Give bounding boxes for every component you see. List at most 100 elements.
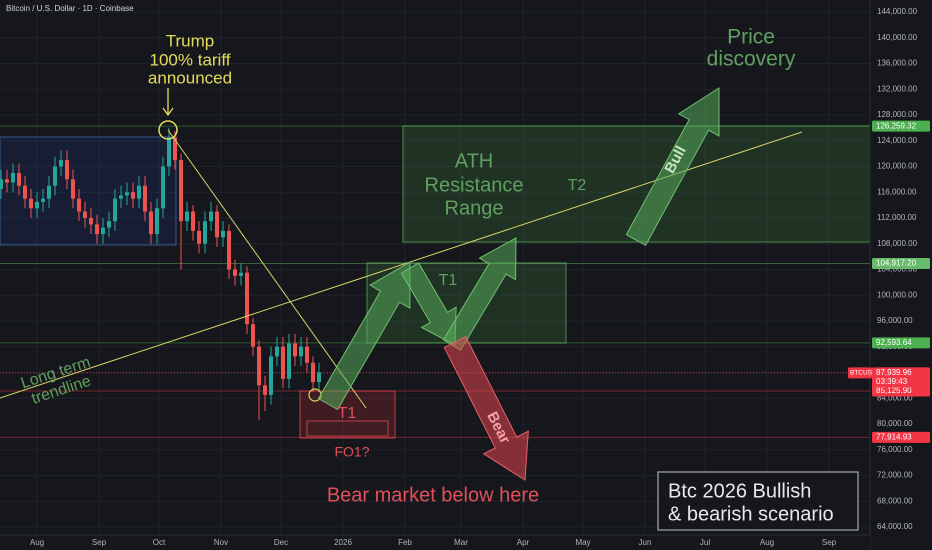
bear-arrow (443, 335, 529, 481)
x-tick-label: Aug (760, 538, 774, 547)
candle-body (191, 211, 195, 231)
price-tag (872, 385, 930, 397)
candle-body (221, 230, 225, 238)
y-tick-label: 140,000.00 (877, 33, 918, 42)
candle-body (209, 211, 213, 222)
candle-body (257, 346, 261, 386)
bull-arrow (625, 87, 720, 246)
candle-body (11, 172, 15, 183)
y-tick-label: 132,000.00 (877, 84, 918, 93)
y-tick-label: 124,000.00 (877, 136, 918, 145)
annotation: Bear market below here (327, 484, 539, 506)
candle-body (215, 211, 219, 238)
candle-body (23, 185, 27, 199)
y-tick-label: 112,000.00 (877, 213, 917, 222)
bull-arrow (442, 237, 517, 351)
candle-body (119, 195, 123, 199)
annotation: T2 (568, 177, 587, 194)
y-tick-label: 84,000.00 (877, 393, 913, 402)
candle-body (287, 343, 291, 379)
candle-body (101, 227, 105, 235)
price-tag (872, 258, 930, 270)
y-tick-label: 68,000.00 (877, 496, 913, 505)
annotation: Trump (166, 31, 215, 50)
annotation: T1 (439, 272, 458, 289)
candle-body (65, 160, 69, 180)
fo-box (306, 420, 389, 437)
candle-body (35, 201, 39, 209)
y-tick-label: 116,000.00 (877, 187, 917, 196)
candle-body (143, 185, 147, 212)
candle-body (107, 221, 111, 228)
candle-body (95, 224, 99, 235)
note-arrow-head (162, 107, 174, 117)
candle-body (269, 356, 273, 395)
countdown-label: 03:39:43 (876, 377, 908, 386)
y-tick-label: 108,000.00 (877, 239, 918, 248)
y-tick-label: 128,000.00 (877, 110, 918, 119)
candle-body (17, 172, 21, 186)
x-axis-panel (0, 535, 870, 550)
last-price-label: 87,939.96 (876, 368, 912, 377)
candle-body (233, 269, 237, 276)
candle-body (5, 179, 9, 183)
candle-body (281, 346, 285, 379)
annotation: Resistance (425, 174, 524, 196)
candle-body (0, 179, 3, 189)
candle-body (251, 324, 255, 347)
annotation: T1 (338, 405, 357, 422)
candle-body (167, 137, 171, 167)
candle-body (275, 346, 279, 357)
candle-body (137, 185, 141, 199)
scenario-box (657, 471, 859, 531)
symbol-label: BTCUSD (850, 370, 877, 377)
price-tag-label: 104,917.20 (876, 259, 917, 268)
candle-body (317, 372, 321, 383)
y-tick-label: 100,000.00 (877, 290, 918, 299)
candle-body (245, 272, 249, 325)
annotation: ATH (455, 150, 494, 172)
x-tick-label: Mar (454, 538, 468, 547)
candle-body (131, 192, 135, 199)
x-tick-label: 2026 (334, 538, 352, 547)
x-tick-label: Dec (274, 538, 288, 547)
price-tag-label: 77,914.93 (876, 432, 912, 441)
arrows (317, 87, 720, 481)
x-tick-label: Jun (639, 538, 652, 547)
annotation: & bearish scenario (668, 503, 834, 525)
x-tick-label: Jul (700, 538, 710, 547)
candle-body (263, 385, 267, 395)
last-price-tag (872, 367, 930, 388)
x-tick-label: Aug (30, 538, 44, 547)
candle-body (161, 166, 165, 209)
x-tick-label: Oct (153, 538, 166, 547)
candle-body (149, 211, 153, 235)
candle-body (185, 211, 189, 222)
candle-body (125, 192, 129, 196)
annotation: Range (445, 197, 504, 219)
candle-body (227, 230, 231, 270)
peak-circle (158, 120, 178, 140)
y-tick-label: 120,000.00 (877, 162, 918, 171)
x-tick-label: Sep (822, 538, 837, 547)
candle-body (77, 198, 81, 212)
x-tick-label: May (575, 538, 590, 547)
candle-body (29, 198, 33, 209)
candle-body (47, 185, 51, 199)
price-tag-label: 92,593.64 (876, 338, 912, 347)
symbol-tag (848, 367, 872, 379)
y-axis-panel (870, 0, 932, 550)
y-tick-label: 72,000.00 (877, 471, 913, 480)
candle-body (113, 198, 117, 222)
candle-body (59, 160, 63, 167)
candle-body (83, 211, 87, 218)
candle-body (299, 346, 303, 357)
price-tag (872, 120, 930, 132)
candle-body (203, 221, 207, 244)
annotation: announced (148, 68, 232, 87)
y-tick-label: 96,000.00 (877, 316, 913, 325)
y-tick-label: 76,000.00 (877, 445, 913, 454)
